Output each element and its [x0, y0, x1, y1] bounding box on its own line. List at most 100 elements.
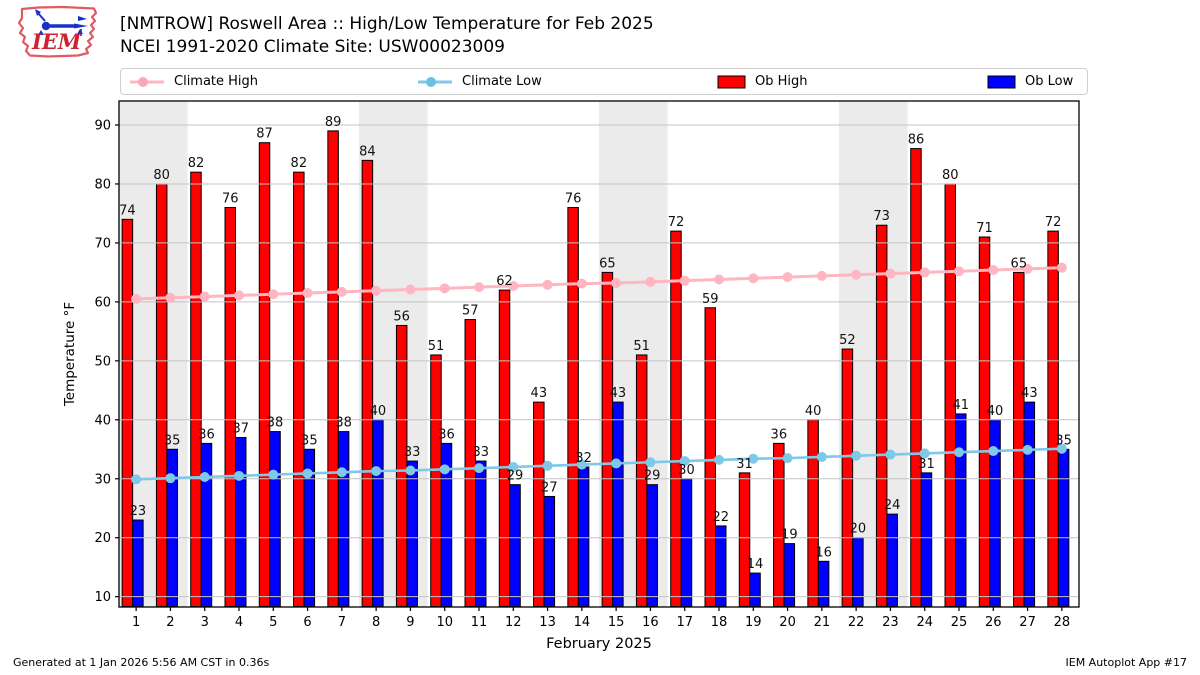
climate-high-line-marker — [542, 279, 553, 290]
chart-text: 82 — [291, 156, 308, 171]
climate-low-line-marker — [988, 446, 999, 457]
chart-text: 20 — [850, 522, 867, 537]
chart-text: 40 — [805, 404, 822, 419]
chart-text: 50 — [94, 354, 111, 369]
ob-low-bar — [749, 572, 761, 608]
chart-text: 40 — [370, 404, 387, 419]
chart-text: 5 — [269, 615, 277, 630]
chart-text: 3 — [201, 615, 209, 630]
climate-high-line-marker — [645, 276, 656, 287]
chart-text: 65 — [1011, 256, 1028, 271]
climate-low-line-marker — [816, 451, 827, 462]
climate-high-line-marker — [611, 278, 622, 289]
ob-high-bar — [944, 183, 956, 607]
chart-text: 71 — [976, 221, 993, 236]
climate-low-line-marker — [234, 470, 244, 481]
ob-high-bar — [464, 319, 476, 607]
chart-text: 28 — [1054, 615, 1071, 630]
ob-high-bar — [395, 324, 408, 607]
ob-low-swatch-icon — [987, 75, 1016, 88]
climate-high-line-marker — [439, 283, 450, 294]
chart-text: 35 — [301, 433, 318, 448]
climate-high-line-marker — [679, 275, 690, 286]
plot-border — [118, 100, 1080, 608]
chart-text: 65 — [599, 256, 616, 271]
chart-text: 31 — [918, 457, 935, 472]
y-axis-label: Temperature °F — [62, 302, 78, 407]
climate-high-line-marker — [1022, 263, 1033, 274]
ob-high-bar — [155, 183, 168, 607]
ob-low-bar — [372, 419, 384, 607]
chart-text: 36 — [198, 427, 215, 442]
ob-low-bar — [920, 472, 933, 607]
climate-high-line-marker — [885, 268, 896, 279]
chart-text: 90 — [94, 118, 111, 133]
climate-low-line-marker — [268, 469, 279, 480]
chart-text: 35 — [1055, 433, 1072, 448]
chart-text: 31 — [736, 457, 753, 472]
climate-high-line-marker — [371, 285, 382, 296]
climate-low-line-marker — [542, 460, 553, 471]
ob-low-bar — [1023, 401, 1036, 607]
weather-vane-icon — [35, 9, 88, 36]
chart-text: 35 — [164, 433, 181, 448]
climate-high-line-marker — [474, 282, 484, 293]
ob-low-bar — [1057, 448, 1070, 608]
ob-high-bar — [258, 142, 271, 607]
chart-text: 86 — [908, 133, 925, 148]
chart-text: 36 — [771, 427, 788, 442]
chart-text: 38 — [335, 416, 352, 431]
chart-text: 51 — [428, 339, 445, 354]
ob-high-bar — [224, 207, 236, 607]
climate-high-line-icon — [130, 76, 164, 87]
chart-text: 40 — [987, 404, 1004, 419]
chart-text: 17 — [676, 615, 693, 630]
chart-text: February 2025 — [546, 636, 652, 652]
ob-low-bar — [955, 413, 967, 607]
chart-text: 22 — [848, 615, 865, 630]
chart-text: 26 — [985, 615, 1002, 630]
climate-high-line-marker — [748, 273, 759, 284]
footer-generated-text: Generated at 1 Jan 2026 5:56 AM CST in 0… — [13, 656, 270, 669]
climate-high-line-marker — [405, 284, 416, 295]
legend-label: Ob High — [755, 74, 808, 89]
climate-low-line-marker — [302, 468, 313, 479]
climate-low-line-marker — [645, 457, 656, 468]
chart-text: 23 — [882, 615, 899, 630]
chart-text: 10 — [436, 615, 453, 630]
chart-text: 32 — [575, 451, 592, 466]
ob-low-bar — [509, 484, 521, 608]
climate-low-line-marker — [474, 463, 484, 474]
climate-high-line-marker — [302, 288, 313, 299]
climate-high-line-marker — [268, 289, 279, 300]
ob-high-bar — [1047, 230, 1059, 608]
chart-text: 72 — [1045, 215, 1062, 230]
ob-low-bar — [886, 513, 898, 607]
climate-high-line — [136, 266, 1062, 301]
chart-text: 52 — [839, 333, 856, 348]
chart-text: 43 — [610, 386, 627, 401]
chart-text: 60 — [94, 295, 111, 310]
climate-low-line — [136, 447, 1062, 481]
climate-high-line-marker — [816, 270, 827, 281]
climate-high-line-marker — [954, 266, 964, 277]
ob-high-bar — [430, 354, 442, 607]
chart-text: 56 — [393, 309, 410, 324]
iem-logo-text: IEM — [31, 29, 82, 54]
chart-title-block: [NMTROW] Roswell Area :: High/Low Temper… — [120, 13, 654, 59]
climate-low-line-marker — [1022, 444, 1033, 455]
ob-high-bar — [670, 230, 682, 608]
chart-text: 6 — [303, 615, 311, 630]
climate-low-line-marker — [131, 474, 142, 485]
iem-logo: IEM — [17, 5, 98, 58]
chart-text: 57 — [462, 304, 479, 319]
ob-high-bar — [704, 307, 716, 607]
chart-text: 37 — [232, 421, 249, 436]
chart-text: 36 — [438, 427, 455, 442]
chart-text: 24 — [916, 615, 933, 630]
ob-high-swatch-icon — [717, 75, 746, 88]
chart-text: 29 — [507, 469, 524, 484]
legend-item-climate-high: Climate High — [129, 69, 258, 94]
ob-low-bar — [817, 560, 830, 608]
ob-low-bar — [166, 448, 178, 608]
